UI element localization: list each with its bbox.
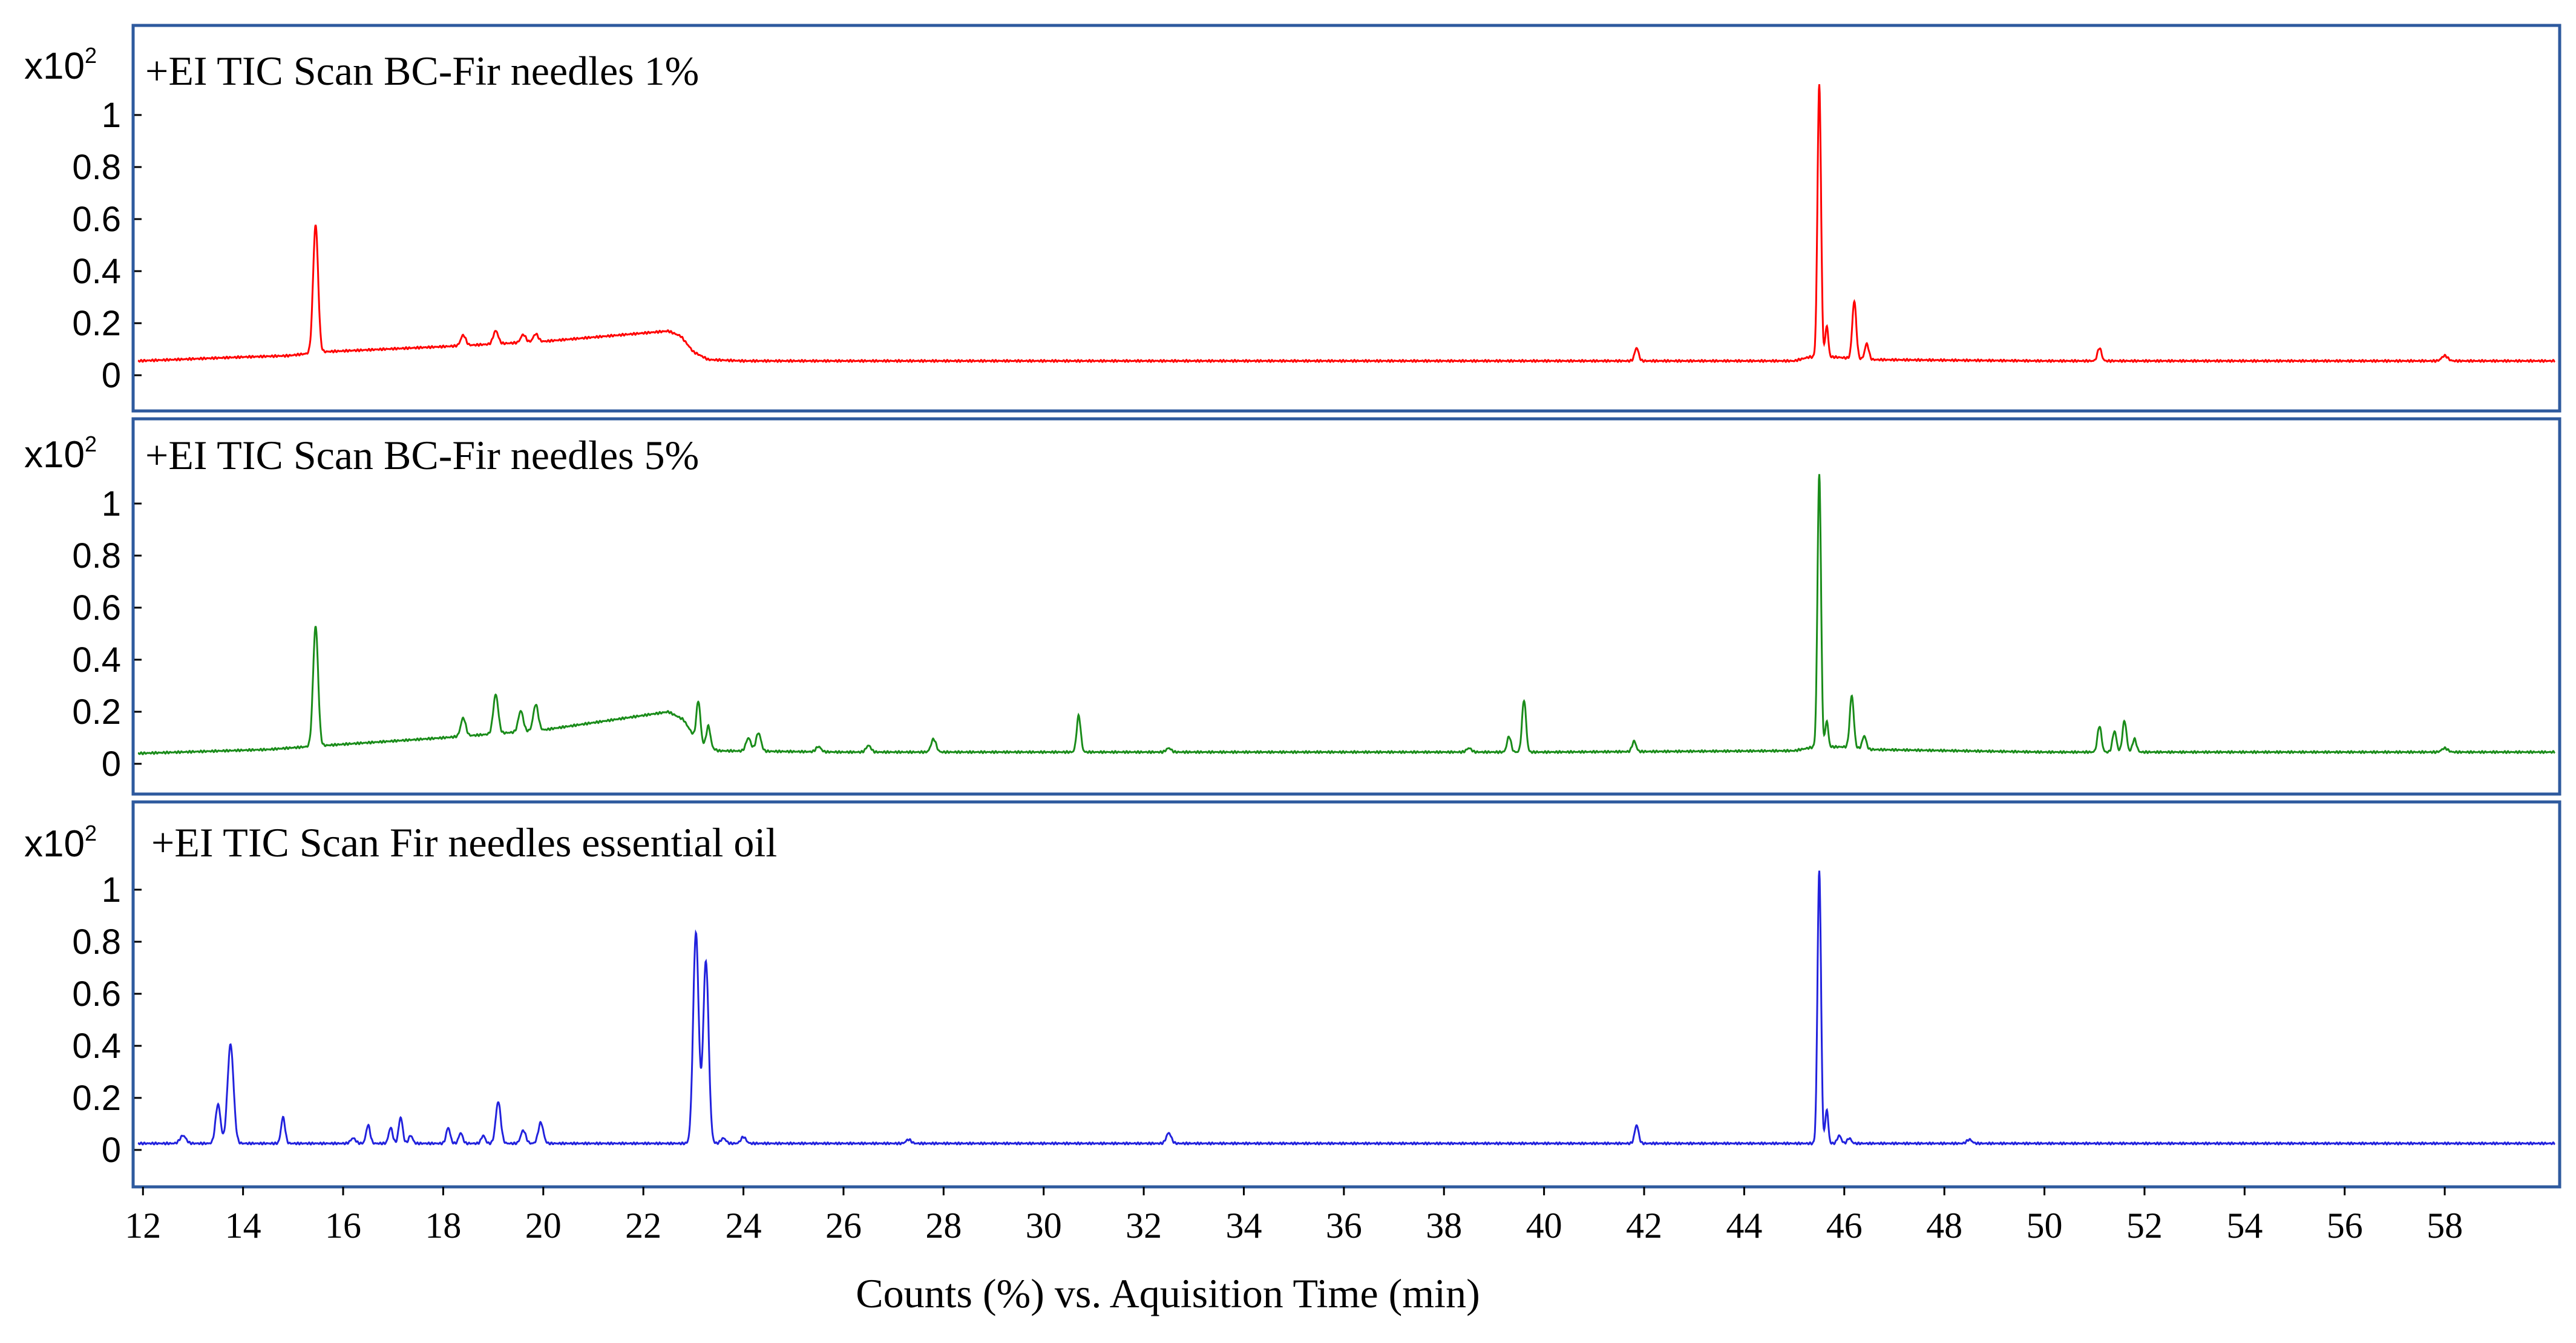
panel-frame [131,417,2561,796]
y-tick-label: 0 [102,1131,121,1170]
x-tick-label: 48 [1926,1206,1962,1246]
y-multiplier-label: x102 [24,821,97,865]
y-tick-label: 1 [102,484,121,524]
y-axis-ticks: 0 0.2 0.4 0.6 0.8 1 [72,870,142,1170]
y-tick-label: 1 [102,96,121,135]
x-tick-label: 56 [2327,1206,2363,1246]
panel-title: +EI TIC Scan BC-Fir needles 5% [145,432,699,478]
x-tick-label: 38 [1426,1206,1462,1246]
x-tick-label: 40 [1526,1206,1562,1246]
y-tick-label: 0.4 [72,252,121,291]
y-tick-label: 0 [102,356,121,395]
x-tick-label: 28 [925,1206,962,1246]
y-tick-label: 0.6 [72,200,121,239]
y-tick-label: 0.2 [72,1079,121,1118]
x-tick-label: 18 [425,1206,461,1246]
x-tick-label: 30 [1026,1206,1062,1246]
y-tick-label: 0.2 [72,304,121,343]
panel-frame [131,24,2561,413]
x-tick-label: 34 [1225,1206,1262,1246]
tic-trace-blue [137,870,2555,1146]
x-tick-label: 36 [1326,1206,1362,1246]
x-tick-label: 20 [525,1206,562,1246]
y-tick-label: 0.6 [72,974,121,1014]
y-axis-ticks: 0 0.2 0.4 0.6 0.8 1 [72,484,142,784]
x-tick-label: 22 [625,1206,661,1246]
x-tick-label: 58 [2427,1206,2463,1246]
panel-fir-needles-essential-oil: x102 +EI TIC Scan Fir needles essential … [24,800,2561,1189]
panel-frame [131,800,2561,1189]
y-tick-label: 0.6 [72,588,121,628]
tic-trace-green [137,474,2555,756]
panel-title: +EI TIC Scan Fir needles essential oil [151,819,777,865]
y-tick-label: 0.8 [72,536,121,576]
x-tick-label: 46 [1826,1206,1863,1246]
y-tick-label: 1 [102,870,121,910]
y-axis-ticks: 0 0.2 0.4 0.6 0.8 1 [72,96,142,395]
tic-trace-red [137,84,2555,364]
x-tick-label: 12 [125,1206,161,1246]
y-tick-label: 0 [102,744,121,784]
y-tick-label: 0.8 [72,148,121,187]
panel-title: +EI TIC Scan BC-Fir needles 1% [145,48,699,94]
y-multiplier-label: x102 [24,432,97,476]
x-tick-label: 32 [1126,1206,1162,1246]
x-tick-label: 24 [726,1206,762,1246]
x-tick-label: 26 [825,1206,862,1246]
x-tick-label: 14 [225,1206,261,1246]
y-tick-label: 0.2 [72,692,121,732]
x-axis-label: Counts (%) vs. Aquisition Time (min) [856,1270,1480,1316]
y-tick-label: 0.4 [72,1026,121,1066]
panel-bc-fir-needles-5pct: x102 +EI TIC Scan BC-Fir needles 5% 0 0.2… [24,417,2561,796]
x-tick-label: 16 [325,1206,361,1246]
y-tick-label: 0.4 [72,640,121,680]
y-tick-label: 0.8 [72,922,121,962]
x-tick-label: 44 [1726,1206,1762,1246]
x-tick-label: 52 [2126,1206,2163,1246]
x-tick-label: 54 [2226,1206,2263,1246]
x-tick-label: 42 [1626,1206,1662,1246]
y-multiplier-label: x102 [24,43,97,87]
x-axis: 12 14 16 18 20 22 24 26 28 30 32 34 36 38 40 42 44 46 48 50… [125,1187,2463,1246]
panel-bc-fir-needles-1pct: x102 +EI TIC Scan BC-Fir needles 1% 0 0.2… [24,24,2561,413]
x-tick-label: 50 [2027,1206,2063,1246]
